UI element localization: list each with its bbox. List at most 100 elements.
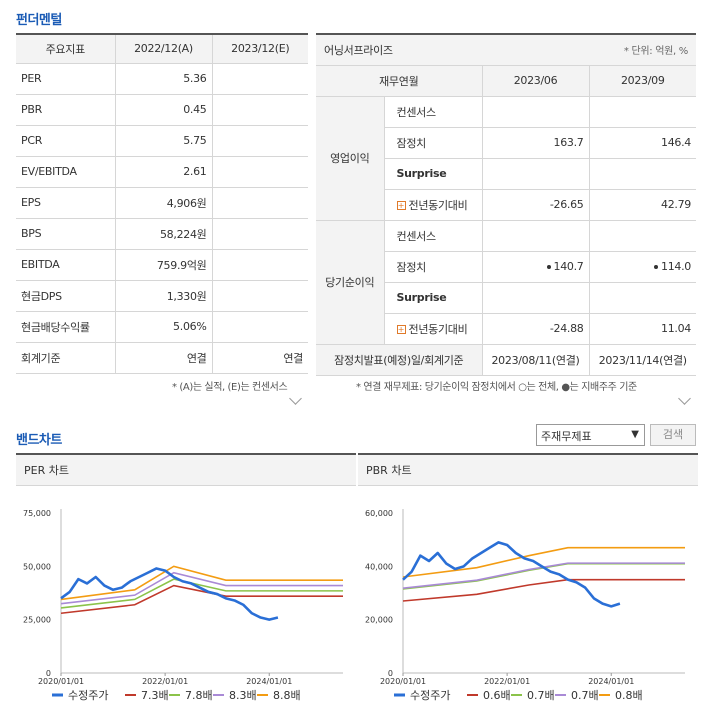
table-header-row: 주요지표 2022/12(A) 2023/12(E) bbox=[16, 34, 308, 64]
period-value bbox=[588, 282, 696, 314]
key-indicators-table: 주요지표 2022/12(A) 2023/12(E) PER 5.36 PBR 0.4… bbox=[16, 33, 308, 374]
group-label: 영업이익 bbox=[316, 96, 384, 221]
earning-surprise-table: 어닝서프라이즈 * 단위: 억원, % 재무연월 2023/06 2023/09… bbox=[316, 33, 696, 376]
table-row: PER 5.36 bbox=[16, 63, 308, 95]
financial-statement-select[interactable]: 주재무제표 ▼ bbox=[536, 424, 645, 446]
pbr-chart-panel: PBR 차트 0 20,000 40,000 60,000 2020/01/01 2022… bbox=[358, 453, 698, 713]
value-estimate: 연결 bbox=[211, 342, 308, 374]
row-label: 컨센서스 bbox=[383, 96, 482, 128]
period-value bbox=[588, 158, 696, 190]
period-value: 11.04 bbox=[588, 313, 696, 345]
value-actual: 5.75 bbox=[114, 125, 212, 157]
legend-label: 8.8배 bbox=[273, 689, 301, 702]
y-tick-label: 0 bbox=[46, 669, 51, 678]
row-label: EPS bbox=[16, 187, 115, 219]
legend-item[interactable]: 0.7배 bbox=[511, 689, 555, 702]
col-header: 주요지표 bbox=[16, 34, 115, 64]
legend-item[interactable]: 수정주가 bbox=[52, 689, 108, 702]
x-tick-label: 2022/01/01 bbox=[484, 677, 530, 686]
legend-label: 0.7배 bbox=[527, 689, 555, 702]
row-label: Surprise bbox=[383, 282, 482, 314]
legend-item[interactable]: 0.8배 bbox=[599, 689, 643, 702]
legend-label: 0.6배 bbox=[483, 689, 511, 702]
row-label: PCR bbox=[16, 125, 115, 157]
period-value bbox=[588, 220, 696, 252]
row-label: 컨센서스 bbox=[383, 220, 482, 252]
row-label[interactable]: + 전년동기대비 bbox=[383, 313, 482, 345]
legend-label: 8.3배 bbox=[229, 689, 257, 702]
period-value: 140.7 bbox=[481, 251, 589, 283]
table-title-row: 어닝서프라이즈 * 단위: 억원, % bbox=[316, 34, 696, 66]
table-row: + 전년동기대비 -26.65 42.79 bbox=[316, 189, 696, 221]
table-row: 잠정치 163.7 146.4 bbox=[316, 127, 696, 159]
chart-title: PER 차트 bbox=[16, 455, 356, 486]
value-actual: 58,224원 bbox=[114, 218, 212, 250]
value-actual: 4,906원 bbox=[114, 187, 212, 219]
period-value bbox=[481, 158, 589, 190]
legend-item[interactable]: 8.3배 bbox=[213, 689, 257, 702]
col-header: 재무연월 bbox=[316, 65, 482, 97]
chevron-down-icon[interactable] bbox=[289, 392, 302, 405]
select-value: 주재무제표 bbox=[541, 430, 592, 443]
legend-label: 0.8배 bbox=[615, 689, 643, 702]
legend-item[interactable]: 0.7배 bbox=[555, 689, 599, 702]
band-chart-title: 밴드차트 bbox=[16, 433, 62, 448]
search-button[interactable]: 검색 bbox=[650, 424, 696, 446]
table-row: 현금DPS 1,330원 bbox=[16, 280, 308, 312]
value-estimate bbox=[211, 311, 308, 343]
per-band-chart: 0 25,000 50,000 75,000 2020/01/01 2022/01/01 2… bbox=[23, 509, 343, 702]
value-estimate bbox=[211, 249, 308, 281]
release-row: 잠정치발표(예정)일/회계기준 2023/08/11(연결) 2023/11/1… bbox=[316, 344, 696, 376]
table-row: EPS 4,906원 bbox=[16, 187, 308, 219]
table-note: * 연결 재무제표: 당기순이익 잠정치에서 ○는 전체, ●는 지배주주 기준 bbox=[356, 382, 637, 393]
release-label: 잠정치발표(예정)일/회계기준 bbox=[316, 344, 482, 376]
period-value: -24.88 bbox=[481, 313, 589, 345]
value-estimate bbox=[211, 125, 308, 157]
period-value: 114.0 bbox=[588, 251, 696, 283]
chevron-down-icon[interactable] bbox=[678, 392, 691, 405]
row-label: EV/EBITDA bbox=[16, 156, 115, 188]
value-estimate bbox=[211, 94, 308, 126]
row-label: Surprise bbox=[383, 158, 482, 190]
y-tick-label: 25,000 bbox=[23, 616, 51, 625]
col-header: 2022/12(A) bbox=[114, 34, 212, 64]
expand-plus-icon[interactable]: + bbox=[396, 325, 406, 334]
row-label[interactable]: + 전년동기대비 bbox=[383, 189, 482, 221]
value-estimate bbox=[211, 156, 308, 188]
table-row: PBR 0.45 bbox=[16, 94, 308, 126]
legend-label: 0.7배 bbox=[571, 689, 599, 702]
period-value bbox=[481, 96, 589, 128]
y-tick-label: 75,000 bbox=[23, 509, 51, 518]
band-line bbox=[60, 578, 343, 609]
row-label: PER bbox=[16, 63, 115, 95]
period-value: 42.79 bbox=[588, 189, 696, 221]
table-row: BPS 58,224원 bbox=[16, 218, 308, 250]
group-label: 당기순이익 bbox=[316, 220, 384, 345]
expand-plus-icon[interactable]: + bbox=[396, 201, 406, 210]
row-label: 잠정치 bbox=[383, 127, 482, 159]
legend-item[interactable]: 수정주가 bbox=[394, 689, 450, 702]
legend-item[interactable]: 8.8배 bbox=[257, 689, 301, 702]
row-label: BPS bbox=[16, 218, 115, 250]
x-tick-label: 2024/01/01 bbox=[246, 677, 292, 686]
legend-item[interactable]: 0.6배 bbox=[467, 689, 511, 702]
legend-item[interactable]: 7.8배 bbox=[169, 689, 213, 702]
table-header-row: 재무연월 2023/06 2023/09 bbox=[316, 65, 696, 97]
table-row: 영업이익 컨센서스 bbox=[316, 96, 696, 221]
value-estimate bbox=[211, 187, 308, 219]
row-label: EBITDA bbox=[16, 249, 115, 281]
per-chart-panel: PER 차트 0 25,000 50,000 75,000 2020/01/01 2022… bbox=[16, 453, 356, 713]
table-note: * (A)는 실적, (E)는 컨센서스 bbox=[172, 382, 288, 393]
value-estimate bbox=[211, 280, 308, 312]
row-label: PBR bbox=[16, 94, 115, 126]
period-value: 163.7 bbox=[481, 127, 589, 159]
legend-label: 7.8배 bbox=[185, 689, 213, 702]
unit-label: * 단위: 억원, % bbox=[482, 34, 696, 66]
release-date: 2023/11/14(연결) bbox=[588, 344, 696, 376]
controlling-dot-icon bbox=[654, 265, 658, 269]
row-label: 현금DPS bbox=[16, 280, 115, 312]
period-value bbox=[481, 220, 589, 252]
legend-item[interactable]: 7.3배 bbox=[125, 689, 169, 702]
y-tick-label: 50,000 bbox=[23, 562, 51, 571]
row-label: 현금배당수익률 bbox=[16, 311, 115, 343]
